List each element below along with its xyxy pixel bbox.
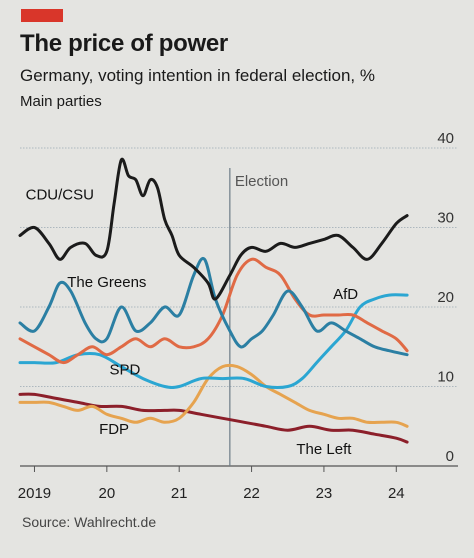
series-label-the-greens: The Greens	[67, 274, 146, 291]
chart-title: The price of power	[20, 30, 228, 57]
series-line-fdp	[18, 363, 409, 428]
series-label-spd: SPD	[110, 362, 141, 379]
y-tick-label: 30	[437, 210, 454, 227]
series-label-afd: AfD	[333, 286, 358, 303]
brand-bar	[21, 9, 63, 22]
y-tick-label: 40	[437, 130, 454, 147]
y-tick-label: 10	[437, 369, 454, 386]
x-tick-label: 21	[171, 485, 188, 502]
series-line-the-left	[18, 392, 409, 444]
election-label: Election	[235, 173, 288, 190]
x-tick-label: 22	[243, 485, 260, 502]
series-line-cdu-csu	[18, 157, 409, 301]
series-line-the-greens	[18, 256, 409, 357]
chart-subsubtitle: Main parties	[20, 93, 102, 110]
chart-subtitle: Germany, voting intention in federal ele…	[20, 66, 375, 85]
series-line-afd	[18, 293, 409, 389]
x-tick-label: 2019	[18, 485, 51, 502]
source-note: Source: Wahlrecht.de	[22, 514, 157, 530]
x-tick-label: 20	[98, 485, 115, 502]
series-label-cdu-csu: CDU/CSU	[26, 187, 94, 204]
x-tick-label: 23	[316, 485, 333, 502]
x-tick-label: 24	[388, 485, 405, 502]
y-tick-label: 20	[437, 289, 454, 306]
y-tick-label: 0	[446, 448, 454, 465]
series-line-spd	[18, 257, 409, 365]
series-label-the-left: The Left	[296, 441, 352, 458]
series-label-fdp: FDP	[99, 421, 129, 438]
